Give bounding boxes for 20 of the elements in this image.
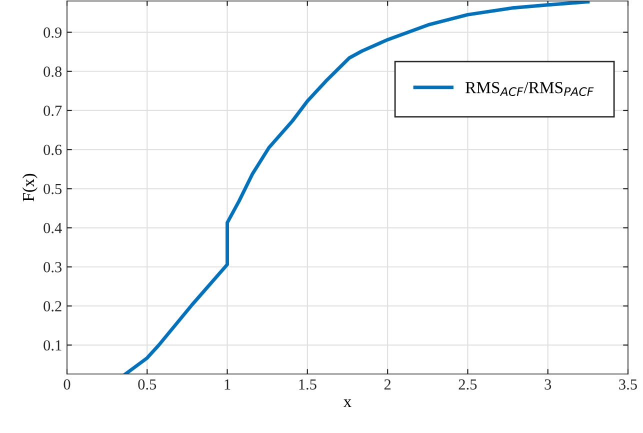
x-tick-label: 2 [384, 379, 391, 390]
x-tick-label: 0 [64, 379, 70, 390]
y-axis-title: F(x) [22, 174, 38, 202]
x-tick-label: 2.5 [458, 379, 477, 390]
y-tick-label: 0.5 [44, 184, 62, 194]
y-tick-label: 0.1 [44, 340, 62, 351]
x-axis-title: x [343, 399, 352, 408]
y-tick-label: 0.7 [44, 106, 62, 116]
x-tick-label: 3 [544, 379, 552, 390]
x-tick-label: 0.5 [138, 379, 156, 390]
x-tick-label: 1.5 [299, 379, 316, 390]
y-tick-label: 0.6 [44, 144, 62, 156]
y-tick-label: 0.3 [44, 262, 62, 272]
legend-label: RMS$_{ACF}$/RMS$_{PACF}$ [466, 82, 594, 96]
y-tick-label: 0.2 [44, 301, 62, 312]
y-tick-label: 0.8 [44, 66, 62, 77]
x-tick-label: 1 [224, 379, 230, 390]
y-tick-label: 0.9 [44, 27, 62, 38]
y-tick-label: 0.4 [44, 222, 62, 234]
x-tick-label: 3.5 [619, 379, 637, 390]
